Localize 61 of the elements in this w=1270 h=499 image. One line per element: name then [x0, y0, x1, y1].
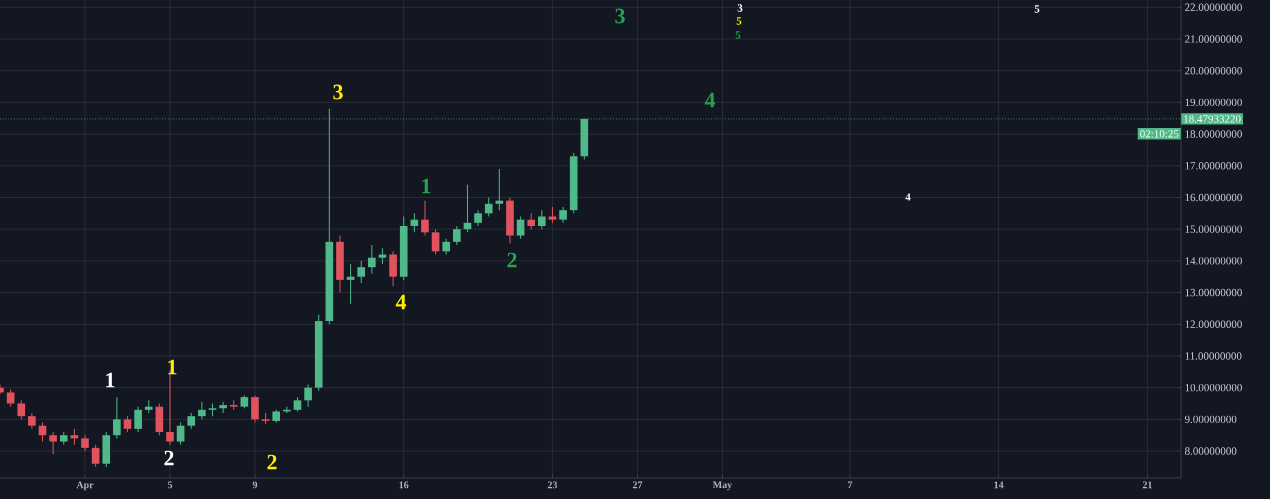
candlestick — [17, 399, 26, 420]
candlestick — [49, 431, 57, 455]
y-tick-label: 15.00000000 — [1185, 225, 1242, 233]
candlestick — [357, 260, 366, 284]
candlestick — [453, 225, 461, 246]
y-tick-label: 19.00000000 — [1185, 98, 1242, 107]
annotation: 5 — [1034, 5, 1040, 13]
annotation: 2 — [267, 454, 277, 470]
annotation: 3 — [333, 84, 343, 100]
annotation: 4 — [905, 193, 911, 201]
x-tick-label: 9 — [252, 481, 258, 489]
candlestick — [113, 396, 121, 439]
candlestick — [304, 383, 312, 408]
annotation: 2 — [507, 252, 517, 268]
y-tick-label: 9.00000000 — [1184, 415, 1237, 424]
y-tick-label: 13.00000000 — [1185, 288, 1242, 297]
y-tick-label: 17.00000000 — [1185, 162, 1242, 170]
annotation: 3 — [615, 8, 625, 24]
candlestick — [91, 444, 100, 468]
candlestick — [134, 406, 142, 433]
y-tick-label: 12.00000000 — [1185, 320, 1242, 328]
x-tick-label: 7 — [847, 481, 853, 489]
x-tick-label: 23 — [547, 481, 558, 489]
annotation: 5 — [735, 31, 741, 39]
y-tick-label: 20.00000000 — [1185, 66, 1242, 75]
x-tick-label: 14 — [994, 481, 1004, 489]
y-tick-label: 14.00000000 — [1185, 257, 1242, 265]
candlestick — [219, 401, 227, 414]
annotation: 1 — [106, 372, 115, 388]
y-tick-label: 16.00000000 — [1185, 193, 1242, 202]
x-tick-label: May — [712, 481, 733, 491]
candlestick — [484, 196, 493, 217]
candlestick — [368, 244, 376, 275]
annotation: 3 — [737, 4, 743, 12]
x-tick-label: 16 — [399, 481, 409, 489]
y-tick-label: 22.00000000 — [1185, 3, 1242, 12]
y-tick-label: 8.00000000 — [1185, 447, 1237, 455]
x-tick-label: 27 — [632, 481, 643, 489]
annotation: 4 — [704, 92, 716, 108]
x-tick-label: 5 — [167, 481, 173, 489]
annotation: 5 — [736, 17, 742, 25]
x-tick-label: 21 — [1142, 481, 1152, 489]
candlestick — [538, 209, 546, 230]
x-tick-label: Apr — [76, 481, 94, 491]
candlestick — [421, 200, 429, 237]
annotation: 1 — [422, 178, 431, 194]
candlestick — [431, 228, 440, 256]
candlestick — [176, 422, 185, 446]
annotation: 4 — [395, 294, 407, 310]
y-tick-label: 10.00000000 — [1185, 383, 1242, 392]
candlestick — [389, 250, 397, 287]
y-tick-label: 11.00000000 — [1185, 352, 1242, 360]
annotation: 2 — [164, 450, 174, 466]
annotation: 02:10:25 — [1140, 130, 1179, 138]
candlestick — [516, 215, 525, 240]
y-tick-label: 18.00000000 — [1185, 130, 1242, 138]
y-tick-label: 21.00000000 — [1185, 35, 1242, 43]
candlestick — [251, 395, 259, 424]
annotation: 1 — [168, 359, 177, 375]
candlestick — [198, 401, 206, 420]
ref-line-label: 18.47933220 — [1184, 115, 1241, 123]
